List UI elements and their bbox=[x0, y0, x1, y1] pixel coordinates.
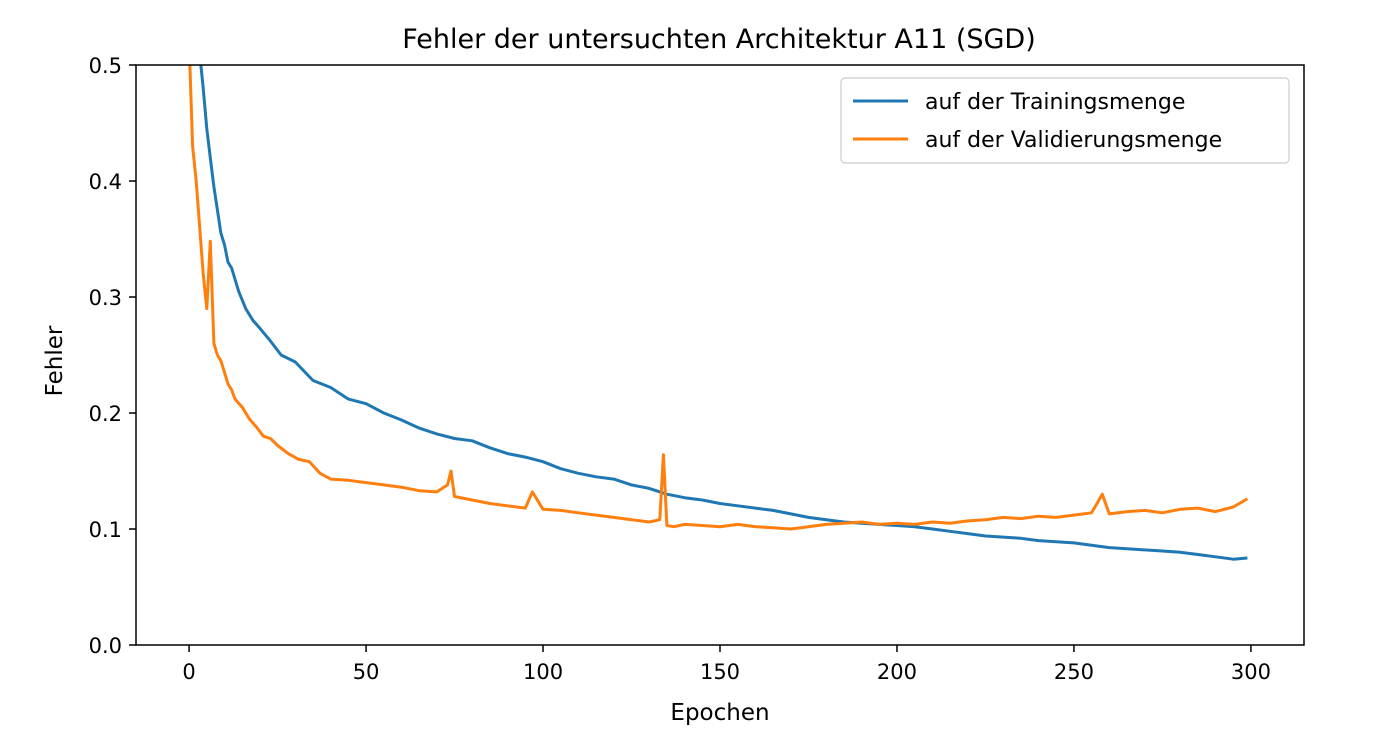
series-layer bbox=[188, 65, 1249, 561]
y-tick-label: 0.1 bbox=[89, 518, 122, 542]
legend-box bbox=[840, 77, 1290, 164]
y-axis: 0.0 0.1 0.2 0.3 0.4 0.5 bbox=[89, 54, 136, 658]
legend-label-training: auf der Trainingsmenge bbox=[925, 90, 1185, 115]
chart-title: Fehler der untersuchten Architektur A11 … bbox=[402, 24, 1036, 55]
y-tick-label: 0.2 bbox=[89, 402, 122, 426]
y-tick-label: 0.5 bbox=[89, 54, 122, 78]
x-tick-label: 250 bbox=[1054, 660, 1094, 684]
x-tick-label: 100 bbox=[523, 660, 563, 684]
legend: auf der Trainingsmenge auf der Validieru… bbox=[840, 77, 1290, 164]
y-axis-label: Fehler bbox=[42, 325, 68, 396]
series-line-validation bbox=[188, 65, 1249, 531]
x-tick-label: 50 bbox=[353, 660, 380, 684]
x-axis: 0 50 100 150 200 250 300 bbox=[182, 645, 1271, 684]
x-axis-label: Epochen bbox=[670, 700, 769, 726]
y-tick-label: 0.4 bbox=[89, 170, 122, 194]
x-tick-label: 200 bbox=[877, 660, 917, 684]
x-tick-label: 150 bbox=[700, 660, 740, 684]
x-tick-label: 0 bbox=[182, 660, 195, 684]
series-line-training bbox=[199, 65, 1248, 561]
x-tick-label: 300 bbox=[1231, 660, 1271, 684]
legend-label-validation: auf der Validierungsmenge bbox=[925, 128, 1222, 153]
y-tick-label: 0.3 bbox=[89, 286, 122, 310]
y-tick-label: 0.0 bbox=[89, 634, 122, 658]
